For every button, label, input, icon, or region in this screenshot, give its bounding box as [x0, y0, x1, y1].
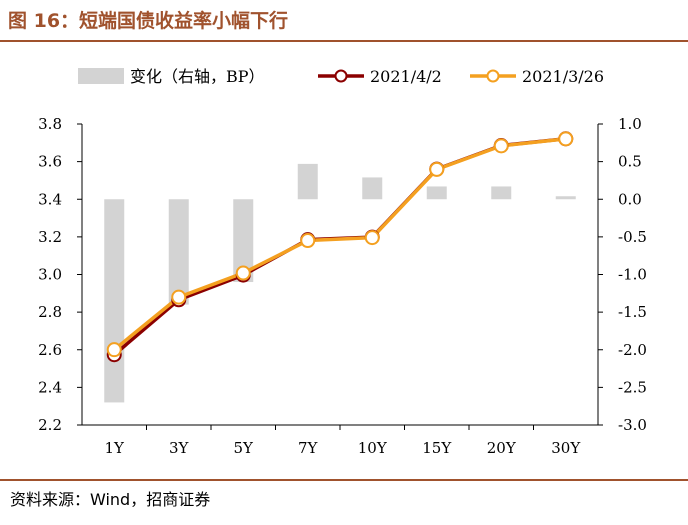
left-tick-label: 2.4	[38, 378, 62, 396]
left-tick-label: 2.2	[38, 416, 62, 434]
change-bar	[362, 177, 383, 200]
right-tick-label: -2.5	[618, 378, 647, 396]
right-tick-label: 0.0	[618, 190, 642, 208]
x-tick-label: 1Y	[105, 439, 126, 457]
left-tick-label: 3.6	[38, 153, 62, 171]
legend-label: 2021/3/26	[522, 67, 604, 86]
change-bar	[297, 163, 318, 200]
change-bar	[168, 199, 189, 305]
series-point	[300, 233, 316, 249]
legend-swatch-marker	[334, 69, 348, 83]
legend-swatch-marker	[486, 69, 500, 83]
yield-chart: 变化（右轴，BP） 2021/4/2 2021/3/26 2.2 2.4 2.6 2.8 3…	[38, 67, 647, 457]
x-tick-label: 5Y	[234, 439, 255, 457]
right-tick-label: -2.0	[618, 341, 647, 359]
change-bar	[104, 199, 125, 403]
legend-label: 变化（右轴，BP）	[130, 67, 265, 86]
right-tick-label: -1.5	[618, 303, 647, 321]
series-point	[558, 131, 574, 147]
series-line	[113, 137, 566, 352]
series-point	[493, 138, 509, 154]
right-tick-label: 0.5	[618, 153, 642, 171]
bar-series	[104, 163, 576, 403]
source-divider	[0, 479, 688, 481]
left-tick-label: 2.8	[38, 303, 62, 321]
x-tick-label: 7Y	[298, 439, 319, 457]
series-point	[429, 161, 445, 177]
right-tick-label: 1.0	[618, 115, 642, 133]
x-tick-label: 10Y	[358, 439, 388, 457]
change-bar	[233, 199, 254, 283]
right-tick-label: -3.0	[618, 416, 647, 434]
change-bar	[491, 186, 512, 200]
legend-label: 2021/4/2	[370, 67, 442, 86]
right-tick-label: -0.5	[618, 228, 647, 246]
x-tick-label: 15Y	[422, 439, 452, 457]
series-point	[171, 289, 187, 305]
page-title: 图 16：短端国债收益率小幅下行	[8, 10, 289, 32]
series-point	[364, 230, 380, 246]
right-tick-label: -1.0	[618, 266, 647, 284]
x-tick-label: 3Y	[169, 439, 190, 457]
line-series	[106, 131, 574, 363]
left-tick-label: 3.2	[38, 228, 62, 246]
title-divider	[0, 40, 688, 42]
legend-swatch-bar	[78, 68, 124, 84]
change-bar	[555, 196, 576, 200]
series-point	[235, 265, 251, 281]
x-tick-label: 30Y	[551, 439, 581, 457]
left-tick-label: 2.6	[38, 341, 62, 359]
change-bar	[426, 186, 447, 200]
axes: 2.2 2.4 2.6 2.8 3.0 3.2 3.4 3.6 3.8 -3.0 -2.5 -2.0 -…	[38, 115, 647, 457]
left-tick-label: 3.0	[38, 266, 62, 284]
series-point	[106, 342, 122, 358]
x-tick-label: 20Y	[487, 439, 517, 457]
source-note: 资料来源：Wind，招商证券	[10, 490, 211, 509]
legend: 变化（右轴，BP） 2021/4/2 2021/3/26	[78, 67, 604, 86]
left-tick-label: 3.8	[38, 115, 62, 133]
left-tick-label: 3.4	[38, 190, 62, 208]
